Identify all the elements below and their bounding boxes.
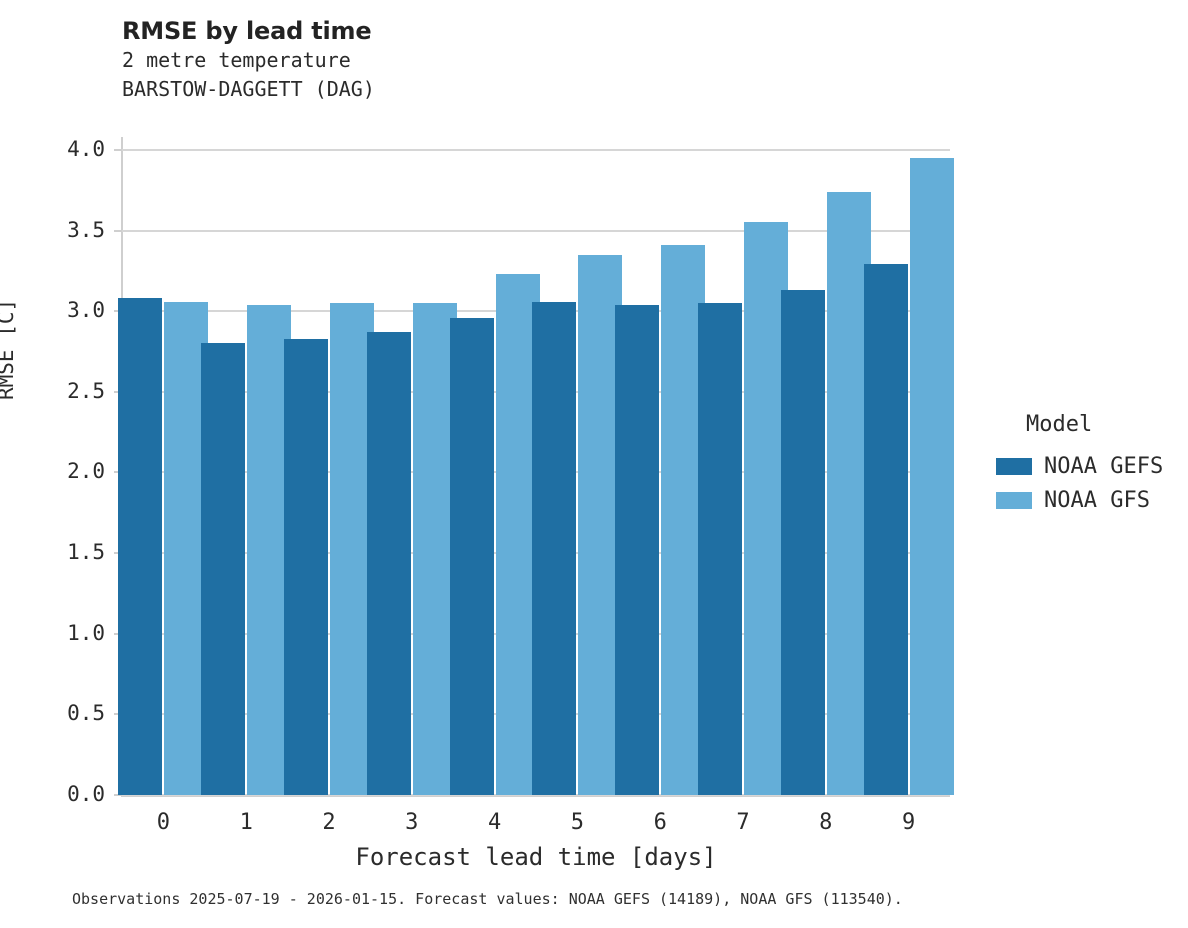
y-axis-tick-mark (114, 390, 121, 393)
y-axis-tick-label: 0.0 (67, 782, 105, 806)
y-axis-tick-mark (114, 632, 121, 635)
x-axis-tick-label: 3 (405, 810, 419, 835)
legend-entries: NOAA GEFS NOAA GFS (996, 449, 1163, 517)
x-axis-tick-label: 7 (736, 810, 750, 835)
footer-note: Observations 2025-07-19 - 2026-01-15. Fo… (72, 890, 903, 908)
legend-item-label: NOAA GEFS (1044, 453, 1164, 479)
y-axis-tick-label: 2.5 (67, 378, 105, 403)
bar-noaa-gfs-day-4 (495, 274, 540, 795)
y-axis-tick-labels: 0.0 0.5 1.0 1.5 2.0 2.5 3.0 3.5 4.0 (0, 136, 105, 804)
y-axis-tick-label: 3.5 (67, 217, 105, 242)
x-axis-tick-label: 0 (156, 810, 171, 835)
y-axis-tick-label: 4.0 (67, 136, 105, 161)
bar-noaa-gfs-day-3 (412, 303, 457, 795)
y-axis-tick-mark (114, 552, 121, 555)
bar-noaa-gefs-day-5 (532, 301, 577, 795)
bar-noaa-gfs-day-0 (164, 301, 209, 795)
y-axis-tick-label: 2.0 (67, 459, 105, 484)
bar-noaa-gfs-day-6 (661, 245, 706, 795)
x-axis-tick-label: 2 (322, 810, 336, 835)
legend-title: Model (1026, 412, 1093, 437)
bar-noaa-gefs-day-3 (366, 332, 411, 795)
legend: Model NOAA GEFS NOAA GFS (996, 412, 1163, 517)
y-axis-tick-label: 1.5 (67, 540, 105, 565)
y-axis-tick-label: 3.0 (67, 298, 105, 323)
bar-noaa-gfs-day-5 (578, 254, 623, 795)
x-axis-tick-label: 5 (570, 810, 585, 835)
bar-noaa-gfs-day-1 (247, 304, 292, 795)
x-axis-tick-label: 9 (901, 810, 916, 835)
bar-noaa-gfs-day-7 (744, 222, 788, 795)
x-axis-tick-label: 6 (653, 810, 667, 835)
bar-noaa-gefs-day-7 (698, 303, 742, 795)
plot-area (114, 137, 954, 796)
y-axis-tick-mark (114, 229, 121, 232)
y-axis-tick-mark (114, 713, 121, 716)
x-axis-line (121, 795, 950, 797)
bar-noaa-gfs-day-2 (330, 303, 374, 795)
chart-subtitle: 2 metre temperature (122, 48, 351, 72)
y-axis-tick-label: 0.5 (67, 701, 105, 726)
x-axis-tick-label: 8 (819, 810, 833, 835)
x-axis-title: Forecast lead time [days] (355, 843, 717, 871)
page-title: RMSE by lead time (122, 17, 372, 45)
bar-noaa-gefs-day-4 (449, 317, 494, 795)
gridline (122, 794, 950, 796)
legend-item-noaa-gfs[interactable]: NOAA GFS (996, 483, 1163, 517)
x-axis-tick-label: 4 (487, 810, 502, 835)
chart-station-label: BARSTOW-DAGGETT (DAG) (122, 77, 375, 101)
y-axis-tick-mark (114, 794, 121, 796)
legend-swatch-icon (996, 457, 1032, 475)
chart-header: RMSE by lead time 2 metre temperature BA… (122, 16, 375, 104)
gridline (122, 229, 950, 232)
y-axis-tick-mark (114, 148, 121, 151)
bar-noaa-gfs-day-9 (909, 157, 954, 795)
bar-noaa-gfs-day-8 (826, 191, 871, 795)
y-axis-tick-mark (114, 310, 121, 313)
bar-noaa-gefs-day-0 (118, 298, 163, 795)
x-axis-tick-label: 1 (239, 810, 253, 835)
bar-noaa-gefs-day-1 (201, 343, 246, 795)
bar-noaa-gefs-day-8 (780, 290, 825, 795)
bar-noaa-gefs-day-2 (284, 338, 328, 795)
bar-noaa-gefs-day-9 (863, 264, 908, 795)
y-axis-title: RMSE [C] (0, 298, 18, 400)
legend-swatch-icon (996, 491, 1032, 509)
y-axis-tick-label: 1.0 (67, 620, 105, 645)
legend-item-label: NOAA GFS (1044, 487, 1150, 513)
legend-item-noaa-gefs[interactable]: NOAA GEFS (996, 449, 1163, 483)
y-axis-tick-mark (114, 471, 121, 474)
gridline (122, 148, 950, 151)
bar-noaa-gefs-day-6 (615, 304, 660, 795)
